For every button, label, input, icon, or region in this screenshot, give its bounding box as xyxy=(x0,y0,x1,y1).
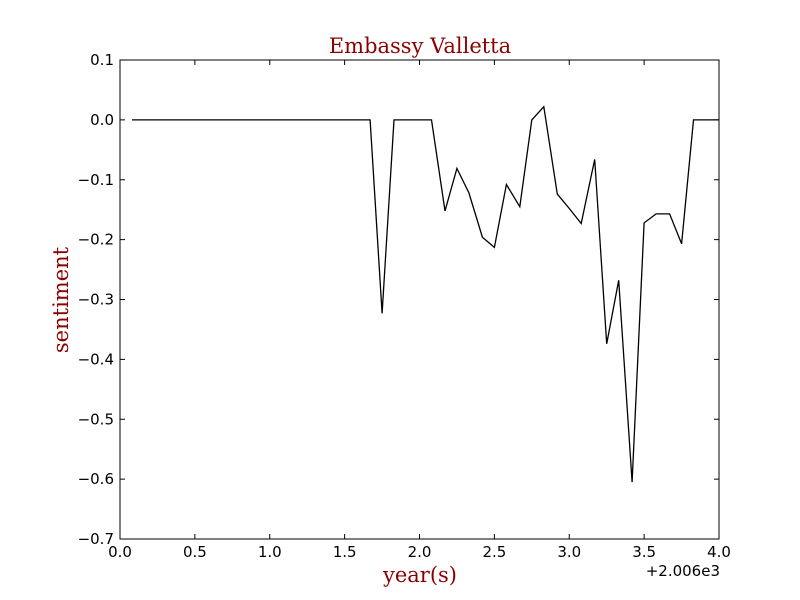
y-tick-label: −0.5 xyxy=(78,410,114,428)
x-tick-label: 3.5 xyxy=(632,543,656,561)
y-tick-label: 0.1 xyxy=(90,51,114,69)
x-tick-label: 2.0 xyxy=(408,543,432,561)
series-line xyxy=(132,105,719,483)
x-tick-label: 0.5 xyxy=(183,543,207,561)
y-tick-label: −0.7 xyxy=(78,530,114,548)
x-tick-label: 1.0 xyxy=(258,543,282,561)
y-tick-label: 0.0 xyxy=(90,111,114,129)
y-tick-label: −0.2 xyxy=(78,231,114,249)
x-tick-label: 4.0 xyxy=(707,543,731,561)
y-axis-title: sentiment xyxy=(49,246,73,353)
y-tick-label: −0.6 xyxy=(78,470,114,488)
y-tick-label: −0.1 xyxy=(78,171,114,189)
axis-ticks: 0.0 0.5 1.0 1.5 2.0 2.5 3.0 3.5 4.0 0.1 0.0 −0.1 −0.… xyxy=(78,51,731,561)
x-axis-offset-label: +2.006e3 xyxy=(646,562,720,580)
y-tick-label: −0.3 xyxy=(78,291,114,309)
plot-area-frame xyxy=(119,59,720,540)
x-tick-label: 3.0 xyxy=(557,543,581,561)
x-tick-label: 2.5 xyxy=(482,543,506,561)
y-tick-label: −0.4 xyxy=(78,350,114,368)
x-tick-label: 0.0 xyxy=(108,543,132,561)
chart-title: Embassy Valletta xyxy=(329,34,511,58)
x-tick-label: 1.5 xyxy=(333,543,357,561)
x-axis-title: year(s) xyxy=(382,563,457,587)
